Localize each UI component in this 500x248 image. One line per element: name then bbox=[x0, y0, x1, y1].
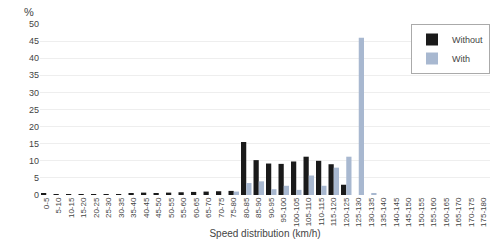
svg-text:105-110: 105-110 bbox=[304, 197, 313, 226]
svg-text:125-130: 125-130 bbox=[354, 197, 363, 227]
svg-text:60-65: 60-65 bbox=[192, 197, 201, 218]
svg-text:40-45: 40-45 bbox=[142, 197, 151, 218]
svg-text:35: 35 bbox=[29, 70, 39, 80]
svg-text:With: With bbox=[452, 54, 470, 64]
svg-text:145-150: 145-150 bbox=[404, 197, 413, 227]
svg-text:130-135: 130-135 bbox=[367, 197, 376, 227]
svg-text:160-165: 160-165 bbox=[442, 197, 451, 227]
svg-text:25: 25 bbox=[29, 105, 39, 115]
svg-text:100-105: 100-105 bbox=[292, 197, 301, 227]
svg-text:75-80: 75-80 bbox=[229, 197, 238, 218]
svg-text:35-40: 35-40 bbox=[129, 197, 138, 218]
svg-text:165-170: 165-170 bbox=[454, 197, 463, 227]
svg-text:45: 45 bbox=[29, 36, 39, 46]
svg-text:15: 15 bbox=[29, 139, 39, 149]
svg-text:Without: Without bbox=[452, 35, 483, 45]
svg-text:55-60: 55-60 bbox=[179, 197, 188, 218]
svg-text:150-155: 150-155 bbox=[417, 197, 426, 227]
svg-text:65-70: 65-70 bbox=[204, 197, 213, 218]
svg-text:95-100: 95-100 bbox=[279, 197, 288, 222]
svg-text:140-145: 140-145 bbox=[392, 197, 401, 227]
svg-text:45-50: 45-50 bbox=[154, 197, 163, 218]
svg-text:85-90: 85-90 bbox=[254, 197, 263, 218]
svg-text:155-160: 155-160 bbox=[429, 197, 438, 227]
svg-text:25-30: 25-30 bbox=[104, 197, 113, 218]
svg-text:5: 5 bbox=[34, 173, 39, 183]
svg-text:170-175: 170-175 bbox=[467, 197, 476, 227]
svg-text:5-10: 5-10 bbox=[54, 197, 63, 214]
svg-text:175-180: 175-180 bbox=[479, 197, 488, 227]
svg-text:10-15: 10-15 bbox=[67, 197, 76, 218]
svg-text:110-115: 110-115 bbox=[317, 197, 326, 226]
svg-text:15-20: 15-20 bbox=[79, 197, 88, 218]
svg-text:70-75: 70-75 bbox=[217, 197, 226, 218]
svg-text:30: 30 bbox=[29, 88, 39, 98]
svg-text:Speed distribution (km/h): Speed distribution (km/h) bbox=[209, 228, 320, 239]
svg-text:50: 50 bbox=[29, 19, 39, 29]
svg-text:120-125: 120-125 bbox=[342, 197, 351, 227]
svg-text:20-25: 20-25 bbox=[92, 197, 101, 218]
svg-text:0-5: 0-5 bbox=[42, 197, 51, 209]
svg-text:80-85: 80-85 bbox=[242, 197, 251, 218]
svg-text:%: % bbox=[24, 6, 34, 18]
svg-text:0: 0 bbox=[34, 190, 39, 200]
svg-text:135-140: 135-140 bbox=[379, 197, 388, 227]
svg-text:90-95: 90-95 bbox=[267, 197, 276, 218]
svg-text:50-55: 50-55 bbox=[167, 197, 176, 218]
svg-text:10: 10 bbox=[29, 156, 39, 166]
svg-text:20: 20 bbox=[29, 122, 39, 132]
svg-text:115-120: 115-120 bbox=[329, 197, 338, 226]
svg-text:30-35: 30-35 bbox=[117, 197, 126, 218]
svg-text:40: 40 bbox=[29, 53, 39, 63]
